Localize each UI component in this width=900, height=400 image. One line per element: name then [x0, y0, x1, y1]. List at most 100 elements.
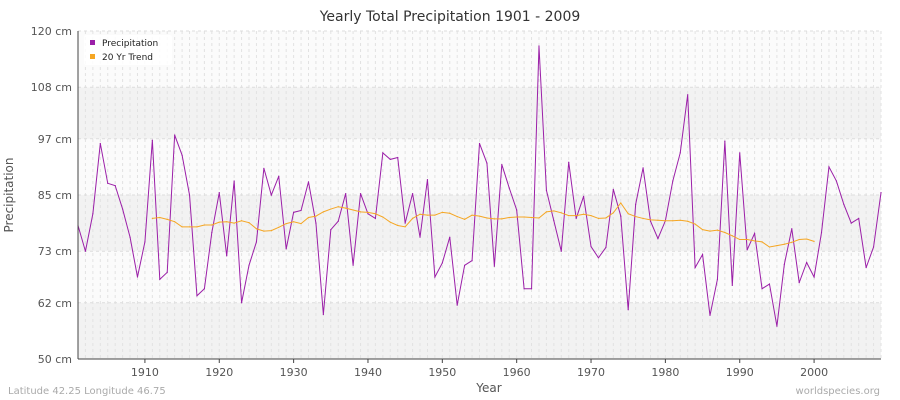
trend-point-1974: [620, 202, 622, 204]
precipitation-point-1986: [709, 314, 711, 317]
trend-point-1982: [679, 219, 681, 221]
x-tick-label: 1960: [503, 366, 531, 379]
x-tick-label: 2000: [800, 366, 828, 379]
x-tick-label: 1910: [131, 366, 159, 379]
trend-point-1935: [330, 208, 332, 210]
trend-point-1972: [605, 217, 607, 219]
trend-point-1939: [359, 211, 362, 213]
precipitation-point-1943: [389, 158, 391, 160]
precipitation-point-1990: [739, 152, 741, 154]
precipitation-point-1954: [471, 260, 473, 262]
precipitation-point-1902: [84, 250, 87, 252]
trend-point-1976: [635, 215, 637, 218]
trend-point-1965: [553, 210, 555, 212]
trend-point-1949: [434, 214, 436, 216]
precipitation-point-1923: [240, 302, 243, 304]
precipitation-point-1937: [345, 192, 347, 195]
legend-box: [84, 35, 172, 65]
trend-point-1994: [768, 246, 771, 248]
precipitation-point-1926: [263, 167, 265, 169]
precipitation-point-1948: [426, 178, 429, 181]
precipitation-point-1973: [612, 188, 614, 190]
y-tick-label: 120 cm: [31, 25, 72, 38]
legend: Precipitation 20 Yr Trend: [84, 35, 172, 65]
trend-point-1960: [516, 216, 518, 218]
trend-point-1938: [352, 209, 354, 211]
trend-point-1950: [441, 211, 443, 213]
precipitation-point-1998: [798, 282, 800, 284]
trend-point-1947: [419, 213, 421, 215]
precipitation-point-1972: [605, 246, 607, 249]
trend-point-1979: [657, 219, 659, 221]
x-tick-label: 1980: [651, 366, 679, 379]
trend-point-1915: [181, 226, 183, 228]
legend-label-trend: 20 Yr Trend: [102, 53, 153, 63]
precipitation-point-1952: [456, 304, 458, 306]
precipitation-point-1935: [330, 229, 332, 231]
trend-point-1916: [188, 226, 191, 228]
trend-point-1996: [783, 243, 785, 245]
trend-point-1988: [724, 231, 726, 234]
precipitation-point-1906: [114, 185, 116, 187]
precipitation-point-1917: [196, 295, 198, 297]
trend-point-1928: [278, 226, 280, 228]
precipitation-point-1933: [315, 222, 317, 224]
precipitation-point-1993: [761, 288, 763, 290]
trend-point-1992: [754, 240, 756, 242]
precipitation-point-1911: [151, 139, 153, 141]
source-credit: worldspecies.org: [795, 386, 880, 397]
trend-point-1911: [151, 217, 153, 220]
precipitation-point-1921: [226, 255, 228, 257]
precipitation-point-1934: [322, 313, 324, 316]
x-axis-ticks: 1910 1920 1930 1940 1950 1960 1970 1980 1990 2000: [131, 359, 828, 379]
horizontal-bands: [78, 31, 881, 359]
y-axis-ticks: 50 cm 62 cm 73 cm 85 cm 97 cm 108 cm 120 cm: [31, 25, 72, 366]
precipitation-point-1971: [597, 257, 600, 259]
trend-point-1930: [293, 221, 295, 223]
precipitation-point-1907: [122, 208, 124, 210]
location-credit: Latitude 42.25 Longitude 46.75: [8, 386, 166, 397]
legend-swatch-precipitation: [90, 40, 95, 45]
trend-point-1956: [486, 217, 488, 219]
trend-point-1962: [530, 216, 533, 219]
trend-point-1922: [233, 222, 235, 224]
trend-point-1985: [701, 229, 704, 231]
trend-point-1919: [211, 224, 213, 226]
precipitation-point-2004: [843, 203, 845, 205]
precipitation-point-1929: [285, 248, 287, 250]
trend-point-1967: [568, 215, 570, 217]
precipitation-point-1922: [233, 180, 235, 182]
precipitation-point-1953: [464, 264, 466, 266]
precipitation-point-1912: [159, 278, 161, 280]
trend-point-1921: [226, 221, 228, 223]
trend-line: [152, 202, 815, 248]
precipitation-point-1967: [568, 161, 570, 163]
trend-point-1913: [166, 218, 168, 220]
y-tick-label: 73 cm: [38, 245, 72, 258]
precipitation-point-1951: [449, 236, 451, 238]
trend-point-1986: [709, 230, 711, 232]
trend-point-1957: [493, 218, 495, 220]
precipitation-point-1989: [731, 284, 733, 287]
precipitation-point-1968: [575, 217, 577, 220]
x-tick-label: 1930: [280, 366, 308, 379]
precipitation-point-2001: [820, 231, 823, 234]
precipitation-point-1963: [538, 45, 540, 47]
trend-point-1958: [501, 218, 503, 220]
precipitation-point-1927: [270, 194, 272, 196]
trend-point-1999: [806, 238, 808, 240]
y-axis-label: Precipitation: [2, 157, 16, 232]
trend-point-1940: [367, 211, 369, 213]
trend-point-1971: [597, 217, 600, 220]
trend-point-1948: [426, 214, 429, 216]
precipitation-point-1947: [419, 236, 421, 238]
precipitation-point-1958: [501, 163, 503, 166]
trend-point-1952: [456, 215, 458, 218]
precipitation-point-1974: [620, 215, 622, 217]
trend-point-1991: [746, 238, 748, 241]
trend-point-1934: [322, 211, 324, 213]
trend-point-1993: [761, 241, 763, 243]
y-tick-label: 85 cm: [38, 189, 72, 202]
legend-swatch-trend: [90, 54, 95, 59]
